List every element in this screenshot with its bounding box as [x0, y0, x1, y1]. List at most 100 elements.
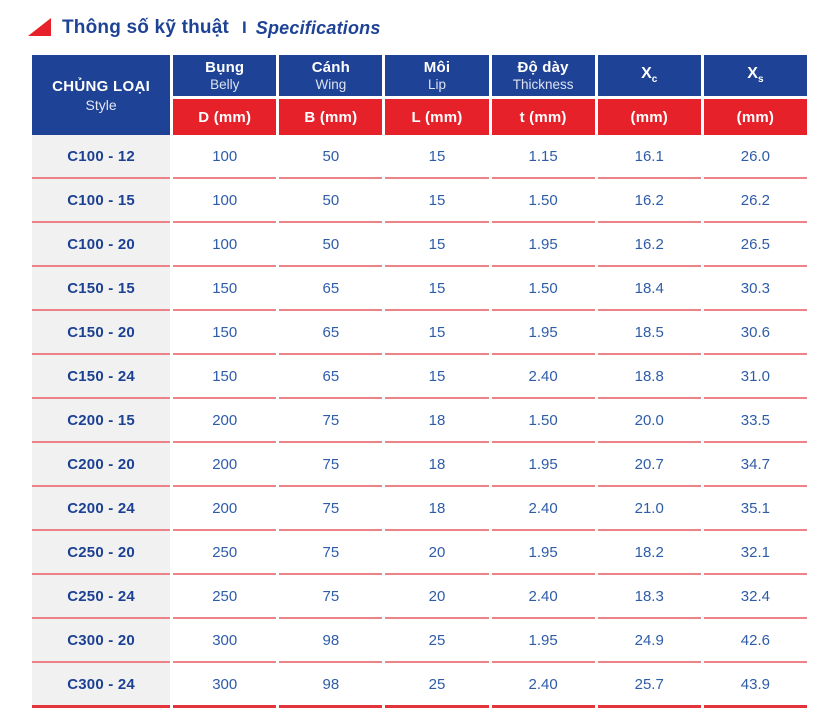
- row-value-cell: 50: [279, 179, 383, 223]
- spec-table-header: CHỦNG LOẠI Style Bụng Belly Cánh Wing Mô…: [32, 55, 807, 135]
- row-value-cell: 15: [385, 355, 489, 399]
- header-col-wing: Cánh Wing: [279, 55, 383, 99]
- row-style-label: C200 - 24: [32, 487, 171, 531]
- unit-xc-mm: (mm): [597, 99, 701, 135]
- row-value-cell: 18.2: [597, 531, 701, 575]
- row-value-cell: 100: [173, 223, 277, 267]
- row-value-cell: 2.40: [491, 487, 595, 531]
- section-title-divider: I: [242, 18, 247, 37]
- row-value-cell: 50: [279, 223, 383, 267]
- row-value-cell: 300: [173, 619, 277, 663]
- row-value-cell: 25: [385, 663, 489, 708]
- row-value-cell: 34.7: [703, 443, 807, 487]
- row-value-cell: 2.40: [491, 575, 595, 619]
- unit-d-mm: D (mm): [173, 99, 277, 135]
- row-value-cell: 16.2: [597, 179, 701, 223]
- row-value-cell: 200: [173, 443, 277, 487]
- row-value-cell: 200: [173, 399, 277, 443]
- header-col-lip: Môi Lip: [385, 55, 489, 99]
- row-value-cell: 15: [385, 135, 489, 179]
- row-value-cell: 25.7: [597, 663, 701, 708]
- row-value-cell: 300: [173, 663, 277, 708]
- row-value-cell: 18.3: [597, 575, 701, 619]
- unit-l-mm: L (mm): [385, 99, 489, 135]
- header-row-units: D (mm) B (mm) L (mm) t (mm) (mm) (mm): [32, 99, 807, 135]
- row-value-cell: 98: [279, 619, 383, 663]
- header-col-belly: Bụng Belly: [173, 55, 277, 99]
- row-value-cell: 250: [173, 575, 277, 619]
- header-thickness-vi: Độ dày: [517, 59, 569, 76]
- table-row: C100 - 20 100 50 15 1.95 16.2 26.5: [32, 223, 807, 267]
- header-col-xs: Xs: [703, 55, 807, 99]
- row-value-cell: 1.95: [491, 443, 595, 487]
- table-row: C250 - 20 250 75 20 1.95 18.2 32.1: [32, 531, 807, 575]
- row-value-cell: 65: [279, 355, 383, 399]
- row-value-cell: 15: [385, 223, 489, 267]
- row-value-cell: 75: [279, 531, 383, 575]
- row-value-cell: 100: [173, 179, 277, 223]
- row-value-cell: 1.95: [491, 619, 595, 663]
- row-value-cell: 18.4: [597, 267, 701, 311]
- row-value-cell: 16.2: [597, 223, 701, 267]
- section-title-vi: Thông số kỹ thuật: [62, 17, 230, 38]
- row-value-cell: 33.5: [703, 399, 807, 443]
- row-value-cell: 1.50: [491, 179, 595, 223]
- row-style-label: C200 - 20: [32, 443, 171, 487]
- row-value-cell: 65: [279, 311, 383, 355]
- red-triangle-icon: [28, 18, 51, 36]
- unit-t-mm: t (mm): [491, 99, 595, 135]
- row-style-label: C100 - 12: [32, 135, 171, 179]
- row-value-cell: 15: [385, 179, 489, 223]
- header-thickness-en: Thickness: [512, 77, 574, 92]
- row-value-cell: 15: [385, 267, 489, 311]
- row-value-cell: 20.0: [597, 399, 701, 443]
- header-style-en: Style: [85, 96, 117, 113]
- row-value-cell: 100: [173, 135, 277, 179]
- header-xs-base: X: [747, 65, 758, 83]
- header-wing-vi: Cánh: [311, 59, 351, 76]
- table-row: C300 - 20 300 98 25 1.95 24.9 42.6: [32, 619, 807, 663]
- row-value-cell: 200: [173, 487, 277, 531]
- spec-table-body: C100 - 12 100 50 15 1.15 16.1 26.0 C100 - 15 100…: [32, 135, 807, 708]
- row-style-label: C100 - 20: [32, 223, 171, 267]
- header-lip-en: Lip: [427, 77, 446, 92]
- row-style-label: C150 - 15: [32, 267, 171, 311]
- header-belly-vi: Bụng: [205, 59, 245, 76]
- section-title-en: Specifications: [255, 17, 381, 38]
- row-value-cell: 250: [173, 531, 277, 575]
- row-value-cell: 18: [385, 487, 489, 531]
- row-value-cell: 20: [385, 575, 489, 619]
- header-col-thickness: Độ dày Thickness: [491, 55, 595, 99]
- row-value-cell: 32.1: [703, 531, 807, 575]
- row-value-cell: 18.8: [597, 355, 701, 399]
- row-value-cell: 20.7: [597, 443, 701, 487]
- row-value-cell: 75: [279, 443, 383, 487]
- header-col-xc: Xc: [597, 55, 701, 99]
- table-row: C200 - 20 200 75 18 1.95 20.7 34.7: [32, 443, 807, 487]
- header-row-main: CHỦNG LOẠI Style Bụng Belly Cánh Wing Mô…: [32, 55, 807, 135]
- header-xc-sub: c: [651, 74, 658, 86]
- row-value-cell: 2.40: [491, 663, 595, 708]
- header-belly-en: Belly: [210, 77, 240, 92]
- row-value-cell: 1.50: [491, 267, 595, 311]
- row-value-cell: 26.2: [703, 179, 807, 223]
- row-value-cell: 43.9: [703, 663, 807, 708]
- row-style-label: C200 - 15: [32, 399, 171, 443]
- header-wing-en: Wing: [315, 77, 347, 92]
- table-row: C150 - 20 150 65 15 1.95 18.5 30.6: [32, 311, 807, 355]
- row-value-cell: 18: [385, 443, 489, 487]
- header-style-column: CHỦNG LOẠI Style: [32, 55, 171, 135]
- table-row: C300 - 24 300 98 25 2.40 25.7 43.9: [32, 663, 807, 708]
- row-value-cell: 150: [173, 311, 277, 355]
- row-style-label: C150 - 24: [32, 355, 171, 399]
- row-value-cell: 20: [385, 531, 489, 575]
- table-row: C100 - 12 100 50 15 1.15 16.1 26.0: [32, 135, 807, 179]
- row-value-cell: 32.4: [703, 575, 807, 619]
- unit-b-mm: B (mm): [279, 99, 383, 135]
- row-value-cell: 18.5: [597, 311, 701, 355]
- table-row: C150 - 15 150 65 15 1.50 18.4 30.3: [32, 267, 807, 311]
- spec-table: CHỦNG LOẠI Style Bụng Belly Cánh Wing Mô…: [29, 55, 810, 708]
- row-value-cell: 18: [385, 399, 489, 443]
- row-value-cell: 75: [279, 399, 383, 443]
